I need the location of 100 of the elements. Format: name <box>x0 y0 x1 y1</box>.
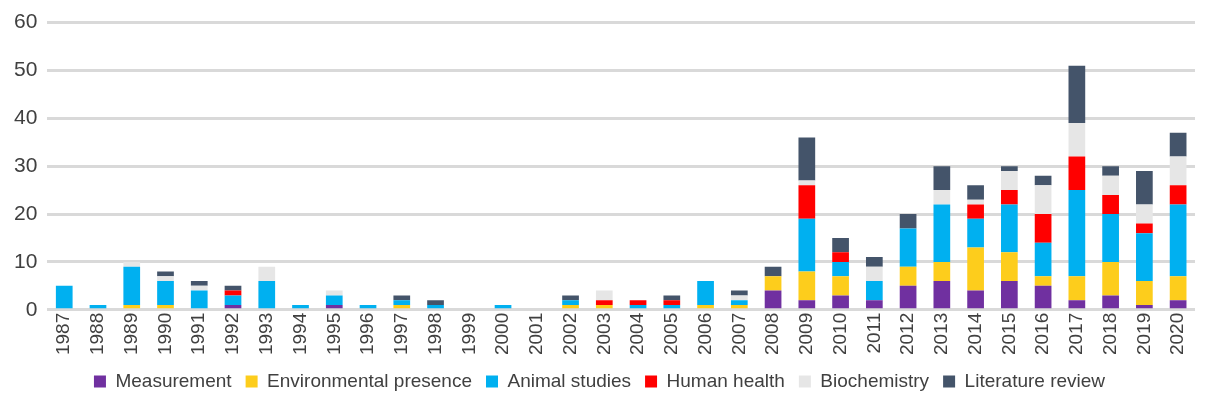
x-tick-label: 1995 <box>322 312 344 356</box>
x-tick-label: 1989 <box>119 312 141 356</box>
bar <box>697 304 714 309</box>
bar <box>123 304 141 309</box>
bar <box>427 300 444 305</box>
bar <box>798 185 816 219</box>
x-tick-label: 2018 <box>1098 312 1120 356</box>
y-tick-label: 0 <box>25 296 38 320</box>
x-tick-label: 2012 <box>896 312 918 356</box>
x-tick-label: 2009 <box>795 312 817 356</box>
x-tick-label: 2000 <box>491 312 513 356</box>
bar <box>865 257 883 267</box>
y-tick-label: 60 <box>14 9 38 33</box>
bar <box>730 304 748 309</box>
y-tick-label: 30 <box>14 152 38 176</box>
bar <box>1001 204 1018 253</box>
x-tick-label: 2007 <box>727 312 749 356</box>
x-tick-label: 2004 <box>626 312 648 356</box>
x-tick-label: 1991 <box>187 312 209 356</box>
x-tick-label: 2016 <box>1031 312 1053 356</box>
bar <box>899 214 917 229</box>
bar <box>967 290 984 309</box>
bar <box>1001 252 1018 282</box>
y-tick-label: 50 <box>14 57 38 81</box>
bar <box>595 290 613 301</box>
bar <box>427 304 444 309</box>
bar <box>1169 185 1187 205</box>
bar <box>832 261 849 277</box>
bar <box>933 204 951 262</box>
bar <box>595 304 613 309</box>
x-tick-label: 1996 <box>356 312 378 356</box>
bar <box>832 276 849 296</box>
legend-label: Environmental presence <box>267 369 472 391</box>
x-tick-label: 1999 <box>457 312 479 356</box>
legend-label: Human health <box>666 369 785 391</box>
x-tick-label: 1994 <box>288 312 310 356</box>
bar <box>798 137 816 181</box>
bar <box>663 304 681 309</box>
bar <box>899 228 917 267</box>
bar <box>1034 175 1052 186</box>
x-tick-label: 1992 <box>221 312 243 356</box>
y-tick-label: 10 <box>14 248 38 272</box>
x-tick-label: 1997 <box>390 312 412 356</box>
bar <box>798 218 816 272</box>
legend-label: Biochemistry <box>820 369 930 391</box>
bar <box>967 204 984 219</box>
bar <box>832 237 849 253</box>
bar <box>967 247 984 291</box>
bar <box>1102 214 1119 262</box>
bar <box>764 266 782 277</box>
x-tick-label: 1988 <box>86 312 108 356</box>
bar <box>157 276 174 282</box>
bar <box>1068 156 1086 191</box>
x-tick-label: 2001 <box>525 312 547 356</box>
bar <box>629 300 647 305</box>
bar <box>730 295 748 301</box>
x-tick-label: 2003 <box>592 312 614 356</box>
bar <box>832 295 849 309</box>
bar <box>190 281 208 286</box>
bar <box>224 285 242 291</box>
bar <box>663 300 681 305</box>
bar <box>562 295 579 301</box>
y-tick-label: 20 <box>14 200 38 224</box>
x-tick-label: 2014 <box>963 312 985 356</box>
bar <box>157 281 174 305</box>
bar <box>1136 304 1153 309</box>
bar <box>1068 190 1086 277</box>
bar <box>595 300 613 305</box>
bar <box>933 261 951 282</box>
bar <box>764 276 782 291</box>
x-tick-label: 2015 <box>997 312 1019 356</box>
bar <box>258 281 276 309</box>
bar <box>393 304 411 309</box>
bar <box>933 190 951 205</box>
bar <box>1034 276 1052 286</box>
bar <box>1102 295 1119 309</box>
bar <box>832 252 849 262</box>
bar <box>1034 285 1052 309</box>
bar <box>325 295 343 305</box>
bar <box>798 271 816 301</box>
x-tick-label: 2010 <box>828 312 850 356</box>
bar <box>123 266 141 305</box>
x-tick-label: 1987 <box>52 312 74 356</box>
bar <box>1034 214 1052 243</box>
bar <box>865 281 883 301</box>
bar <box>55 285 73 309</box>
bar <box>1001 281 1018 309</box>
bar <box>1136 170 1153 205</box>
bar <box>1068 276 1086 301</box>
bar <box>1102 166 1119 176</box>
y-tick-label: 40 <box>14 105 38 129</box>
bar <box>1034 185 1052 215</box>
x-tick-label: 2005 <box>660 312 682 356</box>
legend-label: Literature review <box>964 369 1106 391</box>
x-tick-label: 1993 <box>254 312 276 356</box>
bar <box>1034 242 1052 277</box>
bar <box>325 304 343 309</box>
x-tick-label: 2011 <box>862 312 884 354</box>
bar <box>258 266 276 282</box>
bar <box>1001 166 1018 171</box>
